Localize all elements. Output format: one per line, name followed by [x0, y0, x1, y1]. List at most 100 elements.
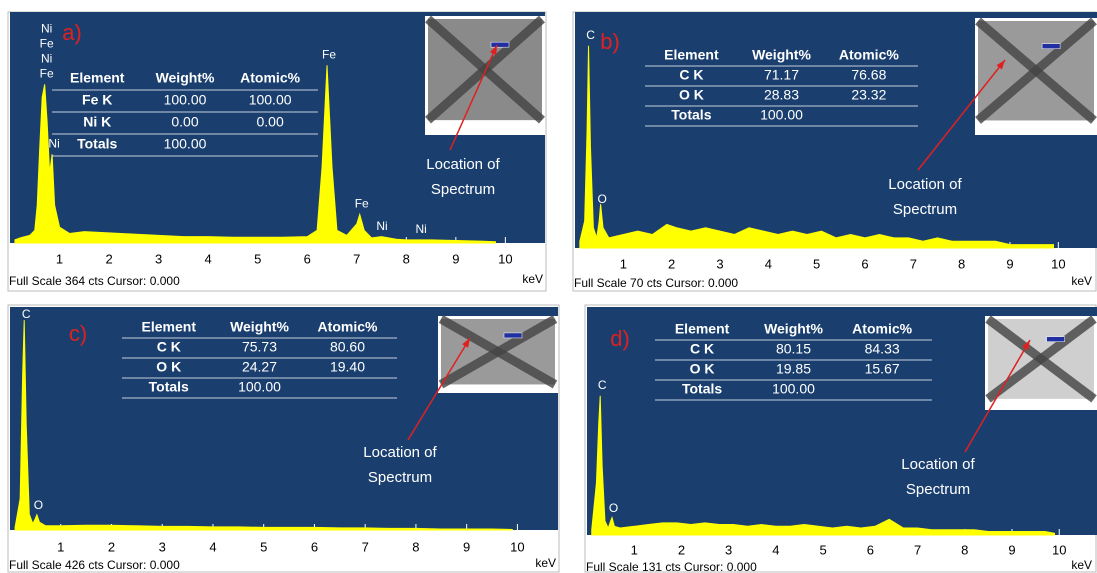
table-cell: Totals: [671, 107, 711, 123]
annotation: Location of: [426, 156, 500, 173]
x-tick-label: 5: [819, 542, 826, 557]
inset-fiber: [425, 15, 545, 124]
x-tick-label: 6: [861, 256, 868, 271]
peak-label: Fe: [40, 37, 54, 51]
peak-label: Ni: [416, 222, 427, 236]
panel: 1 2 3 4 5 6 7 8 9 10 keV Full Scale 131 cts Cursor:…: [584, 304, 1097, 573]
x-tick-label: 5: [260, 539, 267, 554]
x-tick-label: 6: [867, 542, 874, 557]
table-cell: 15.67: [865, 361, 900, 377]
x-axis-label: keV: [1071, 558, 1092, 572]
table-cell: Ni K: [83, 114, 111, 130]
table-cell: Totals: [149, 379, 189, 395]
peak-label: Ni: [48, 136, 59, 150]
table-cell: 100.00: [249, 92, 292, 108]
annotation: Location of: [901, 456, 975, 473]
table-header: Element: [675, 321, 730, 337]
x-tick-label: 1: [631, 542, 638, 557]
table-header: Element: [70, 70, 125, 86]
x-tick-label: 1: [56, 251, 63, 266]
x-tick-label: 10: [498, 251, 512, 266]
x-tick-label: 1: [57, 539, 64, 554]
footer: Full Scale 364 cts Cursor: 0.000: [9, 274, 180, 288]
peak-label: Fe: [322, 47, 336, 61]
table-cell: 80.15: [776, 341, 811, 357]
annotation: Location of: [888, 176, 962, 193]
footer: Full Scale 70 cts Cursor: 0.000: [574, 276, 738, 290]
table-header: Weight%: [752, 47, 811, 63]
annotation: Spectrum: [431, 181, 495, 198]
peak-label: O: [597, 192, 606, 206]
table-cell: 76.68: [851, 67, 886, 83]
table-cell: 19.85: [776, 361, 811, 377]
panel-label: c): [69, 321, 87, 346]
x-tick-label: 3: [725, 542, 732, 557]
x-tick-label: 10: [510, 539, 524, 554]
x-tick-label: 8: [403, 251, 410, 266]
panel: 1 2 3 4 5 6 7 8 9 10 keV Full Scale 364 cts Cursor:…: [7, 11, 547, 292]
x-tick-label: 8: [412, 539, 419, 554]
x-tick-label: 6: [304, 251, 311, 266]
x-tick-label: 3: [159, 539, 166, 554]
panel: 1 2 3 4 5 6 7 8 9 10 keV Full Scale 70 cts Cursor: …: [572, 11, 1097, 292]
spectrum: [591, 395, 1055, 536]
x-axis-label: keV: [522, 272, 543, 286]
peak-label: C: [22, 307, 31, 321]
arrow: [964, 339, 1031, 453]
peak-label: C: [586, 28, 595, 42]
x-tick-label: 8: [961, 542, 968, 557]
table-cell: C K: [157, 339, 181, 355]
arrow-head: [490, 45, 497, 55]
table-cell: O K: [690, 361, 715, 377]
spectrum: [14, 320, 513, 531]
peak-label: Ni: [376, 219, 387, 233]
table-cell: O K: [156, 359, 181, 375]
x-tick-label: 9: [463, 539, 470, 554]
annotation: Spectrum: [893, 201, 957, 218]
spectrum: [579, 45, 1054, 249]
peak-label: C: [598, 378, 607, 392]
table-cell: 28.83: [764, 87, 799, 103]
arrow: [449, 44, 498, 151]
x-axis-label: keV: [1071, 274, 1092, 288]
arrow-head: [462, 338, 470, 348]
table-cell: 24.27: [242, 359, 277, 375]
x-tick-label: 4: [205, 251, 212, 266]
x-tick-label: 9: [452, 251, 459, 266]
peak-label: O: [609, 501, 618, 515]
x-tick-label: 7: [353, 251, 360, 266]
x-tick-label: 4: [772, 542, 779, 557]
table-cell: 100.00: [164, 136, 207, 152]
inset-marker: [503, 332, 523, 339]
table-cell: 0.00: [171, 114, 198, 130]
x-tick-label: 5: [813, 256, 820, 271]
table-cell: 100.00: [238, 379, 281, 395]
table-header: Atomic%: [240, 70, 300, 86]
x-tick-label: 8: [958, 256, 965, 271]
table-header: Atomic%: [839, 47, 899, 63]
table-header: Weight%: [764, 321, 823, 337]
x-tick-label: 4: [765, 256, 772, 271]
spectrum: [14, 65, 496, 244]
table-header: Element: [664, 47, 719, 63]
x-tick-label: 2: [108, 539, 115, 554]
inset-fiber: [985, 315, 1097, 403]
table-cell: Fe K: [82, 92, 112, 108]
x-tick-label: 7: [914, 542, 921, 557]
table-header: Weight%: [230, 319, 289, 335]
annotation: Location of: [363, 444, 437, 461]
peak-label: O: [34, 498, 43, 512]
inset-marker: [1046, 336, 1065, 342]
table-cell: 100.00: [164, 92, 207, 108]
panels: 1 2 3 4 5 6 7 8 9 10 keV Full Scale 364 cts Cursor:…: [7, 11, 1097, 573]
arrow-head: [1022, 340, 1030, 350]
x-tick-label: 6: [311, 539, 318, 554]
x-tick-label: 3: [716, 256, 723, 271]
x-tick-label: 4: [209, 539, 216, 554]
x-tick-label: 3: [155, 251, 162, 266]
x-tick-label: 10: [1051, 256, 1065, 271]
panel-label: a): [62, 20, 82, 45]
peak-label: Ni: [41, 52, 52, 66]
x-tick-label: 7: [910, 256, 917, 271]
